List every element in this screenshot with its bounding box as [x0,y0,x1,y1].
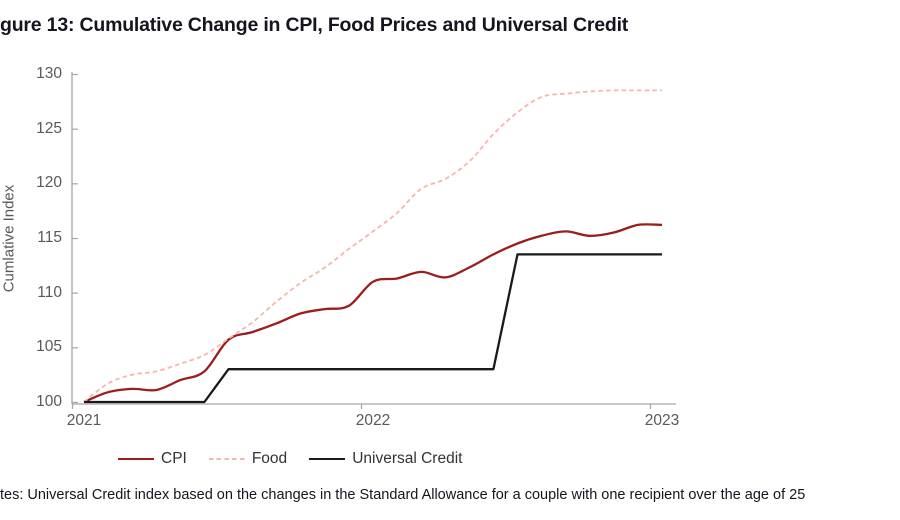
x-tick-label: 2022 [355,412,391,429]
y-axis-title: Cumlative Index [0,184,18,293]
legend-item-food: Food [208,450,288,468]
figure-note: tes: Universal Credit index based on the… [0,487,806,503]
legend-label: Universal Credit [352,450,463,467]
y-tick-label: 105 [36,338,62,356]
legend-swatch-solid [118,457,154,461]
legend-label: CPI [161,450,187,467]
series-line-food [83,89,662,403]
legend-swatch-dashed [208,457,245,461]
x-tick-label: 2023 [644,412,680,429]
chart-legend: CPI Food Universal Credit [118,449,462,469]
figure-title: gure 13: Cumulative Change in CPI, Food … [0,14,629,36]
y-tick-label: 120 [36,174,62,192]
y-tick-label: 130 [36,65,62,82]
axes [71,72,676,409]
x-tick-label: 2021 [66,412,102,429]
series-line-cpi [83,223,663,404]
y-tick-label: 110 [37,283,62,301]
legend-item-universal-credit: Universal Credit [309,450,462,468]
legend-label: Food [251,450,288,467]
y-tick-label: 115 [37,229,62,246]
legend-item-cpi: CPI [118,450,187,468]
series-lines [83,89,663,404]
legend-swatch-solid [309,457,346,461]
y-tick-label: 100 [36,393,62,410]
series-line-universal-credit [84,253,662,404]
y-tick-label: 125 [36,119,62,137]
